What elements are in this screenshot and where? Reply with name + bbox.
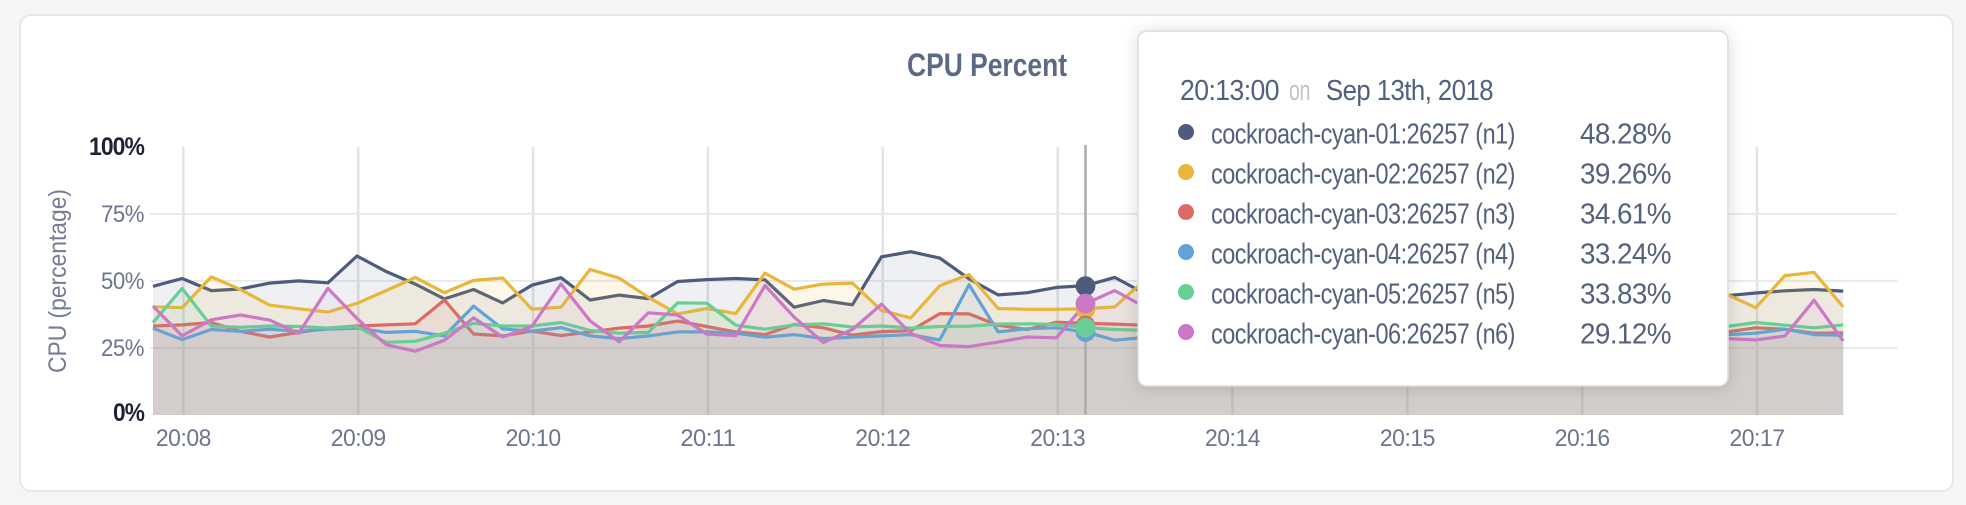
svg-text:34.61%: 34.61% bbox=[1580, 199, 1671, 231]
svg-text:cockroach-cyan-01:26257 (n1): cockroach-cyan-01:26257 (n1) bbox=[1211, 119, 1515, 151]
svg-text:Sep 13th, 2018: Sep 13th, 2018 bbox=[1326, 75, 1493, 107]
svg-text:20:14: 20:14 bbox=[1205, 425, 1260, 452]
svg-text:cockroach-cyan-03:26257 (n3): cockroach-cyan-03:26257 (n3) bbox=[1211, 199, 1515, 231]
svg-text:20:09: 20:09 bbox=[331, 425, 386, 452]
svg-text:20:12: 20:12 bbox=[855, 425, 910, 452]
svg-text:39.26%: 39.26% bbox=[1580, 159, 1671, 191]
svg-text:on: on bbox=[1289, 75, 1310, 107]
svg-text:cockroach-cyan-04:26257 (n4): cockroach-cyan-04:26257 (n4) bbox=[1211, 239, 1515, 271]
svg-text:20:17: 20:17 bbox=[1730, 425, 1785, 452]
svg-text:48.28%: 48.28% bbox=[1580, 119, 1671, 151]
svg-text:25%: 25% bbox=[101, 335, 144, 362]
svg-text:cockroach-cyan-05:26257 (n5): cockroach-cyan-05:26257 (n5) bbox=[1211, 279, 1515, 311]
svg-text:33.83%: 33.83% bbox=[1580, 279, 1671, 311]
svg-text:0%: 0% bbox=[113, 399, 145, 427]
svg-text:33.24%: 33.24% bbox=[1580, 239, 1671, 271]
svg-text:29.12%: 29.12% bbox=[1580, 319, 1671, 351]
svg-text:20:15: 20:15 bbox=[1380, 425, 1435, 452]
svg-text:cockroach-cyan-06:26257 (n6): cockroach-cyan-06:26257 (n6) bbox=[1211, 319, 1515, 351]
svg-text:20:13: 20:13 bbox=[1030, 425, 1085, 452]
svg-text:100%: 100% bbox=[89, 133, 145, 161]
svg-text:20:11: 20:11 bbox=[680, 425, 735, 452]
svg-text:20:16: 20:16 bbox=[1555, 425, 1610, 452]
svg-text:50%: 50% bbox=[101, 268, 144, 295]
svg-text:20:08: 20:08 bbox=[156, 425, 211, 452]
svg-text:CPU (percentage): CPU (percentage) bbox=[44, 189, 72, 373]
svg-text:20:10: 20:10 bbox=[506, 425, 561, 452]
svg-text:20:13:00: 20:13:00 bbox=[1180, 75, 1279, 107]
svg-text:CPU Percent: CPU Percent bbox=[907, 47, 1067, 83]
svg-text:75%: 75% bbox=[101, 201, 144, 228]
svg-text:cockroach-cyan-02:26257 (n2): cockroach-cyan-02:26257 (n2) bbox=[1211, 159, 1515, 191]
